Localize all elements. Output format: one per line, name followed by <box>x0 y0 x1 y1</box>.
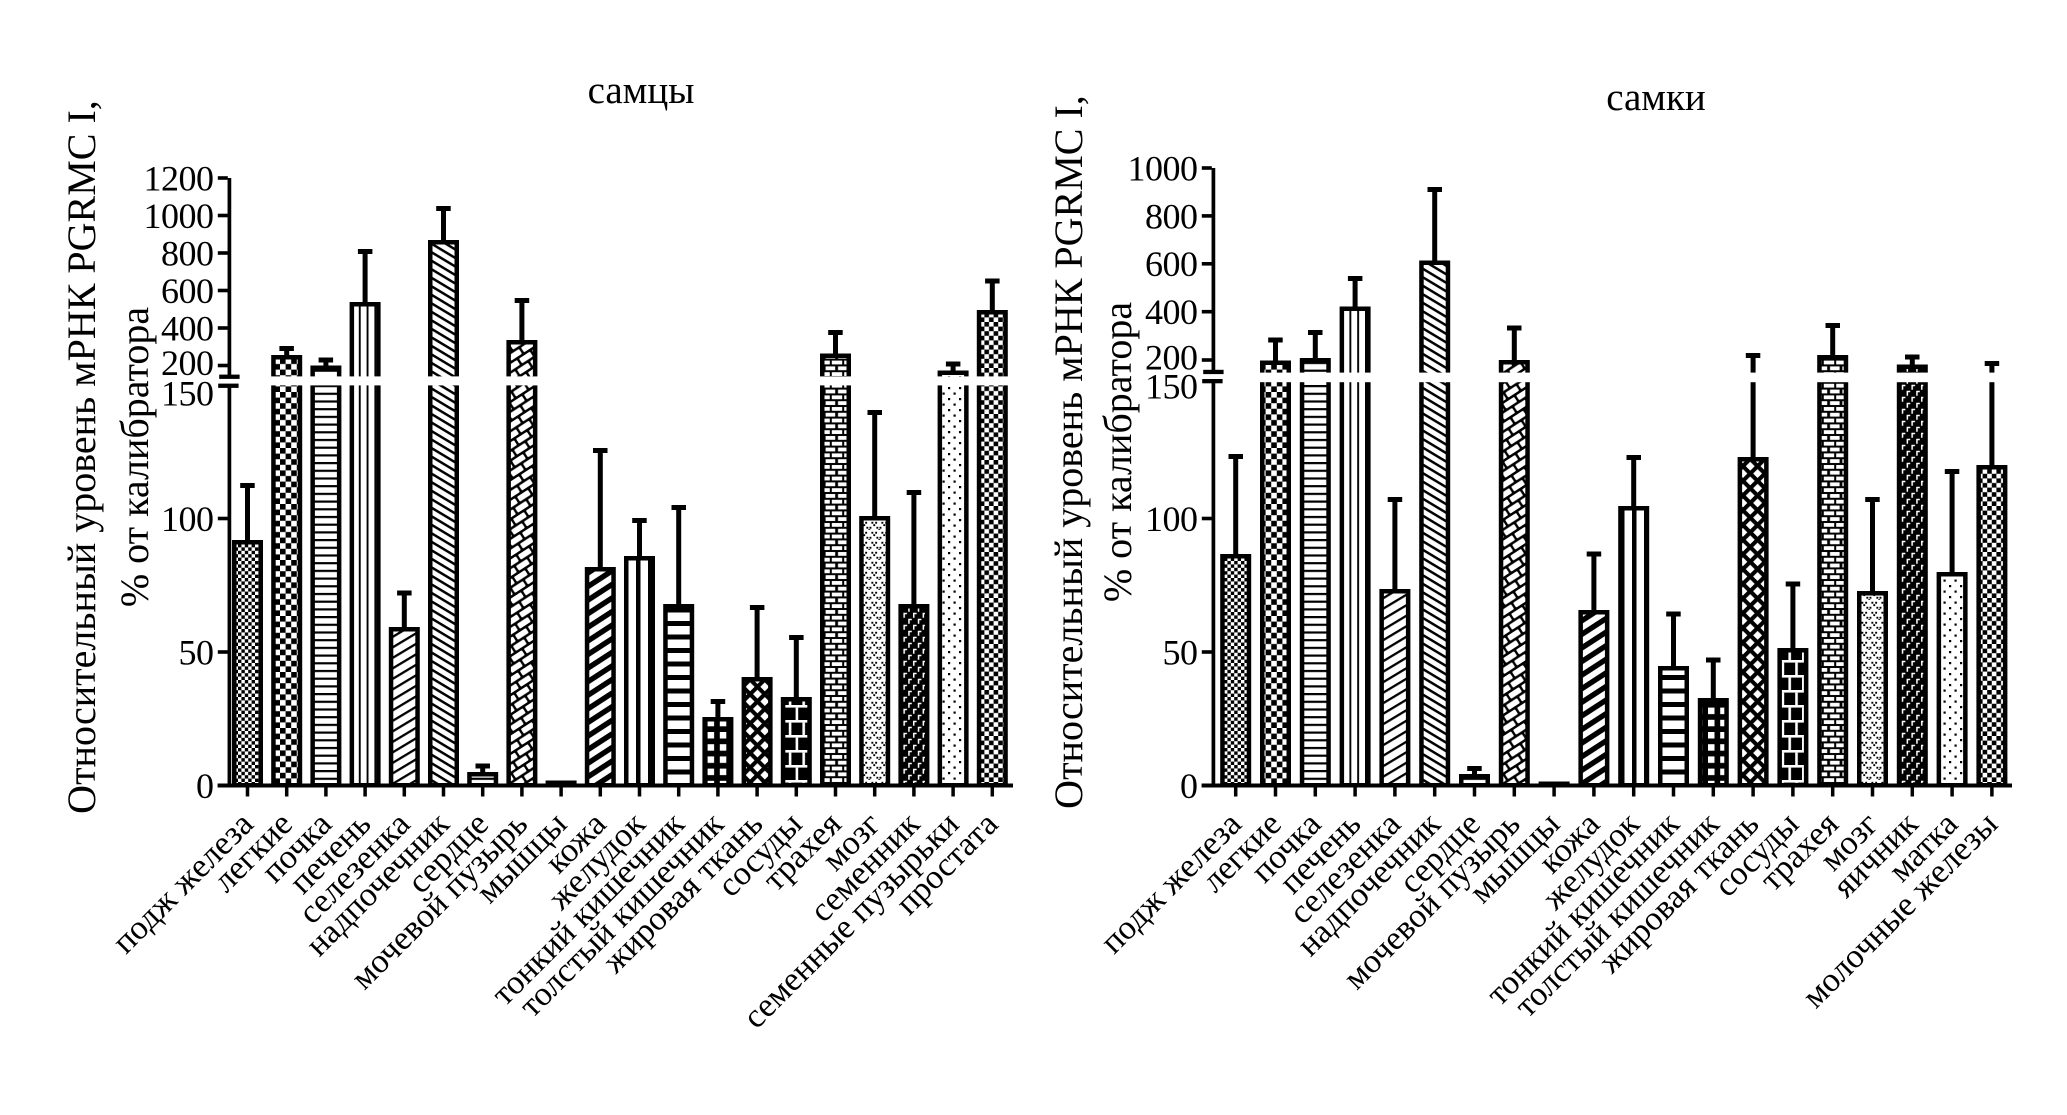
svg-text:150: 150 <box>161 373 214 413</box>
svg-text:0: 0 <box>1180 766 1198 806</box>
svg-text:400: 400 <box>1145 292 1198 332</box>
svg-text:Относительный уровень мРНК PGR: Относительный уровень мРНК PGRMC I, <box>1046 95 1091 809</box>
svg-text:1200: 1200 <box>144 158 214 198</box>
svg-text:0: 0 <box>196 766 214 806</box>
svg-text:1000: 1000 <box>1128 148 1198 188</box>
svg-text:100: 100 <box>161 499 214 539</box>
svg-text:самки: самки <box>1606 76 1706 119</box>
svg-text:600: 600 <box>1145 244 1198 284</box>
svg-text:1000: 1000 <box>144 196 214 236</box>
svg-text:150: 150 <box>1145 366 1198 406</box>
svg-text:100: 100 <box>1145 499 1198 539</box>
svg-text:50: 50 <box>1163 632 1198 672</box>
svg-text:самцы: самцы <box>588 69 695 112</box>
svg-text:800: 800 <box>161 233 214 273</box>
svg-text:Относительный уровень мРНК PGR: Относительный уровень мРНК PGRMC I, <box>59 100 104 814</box>
svg-text:% от калибратора: % от калибратора <box>112 307 157 608</box>
svg-text:400: 400 <box>161 308 214 348</box>
svg-text:200: 200 <box>1145 337 1198 377</box>
svg-text:% от калибратора: % от калибратора <box>1095 302 1140 603</box>
svg-text:200: 200 <box>161 343 214 383</box>
svg-text:50: 50 <box>179 632 214 672</box>
svg-text:600: 600 <box>161 271 214 311</box>
svg-text:800: 800 <box>1145 196 1198 236</box>
